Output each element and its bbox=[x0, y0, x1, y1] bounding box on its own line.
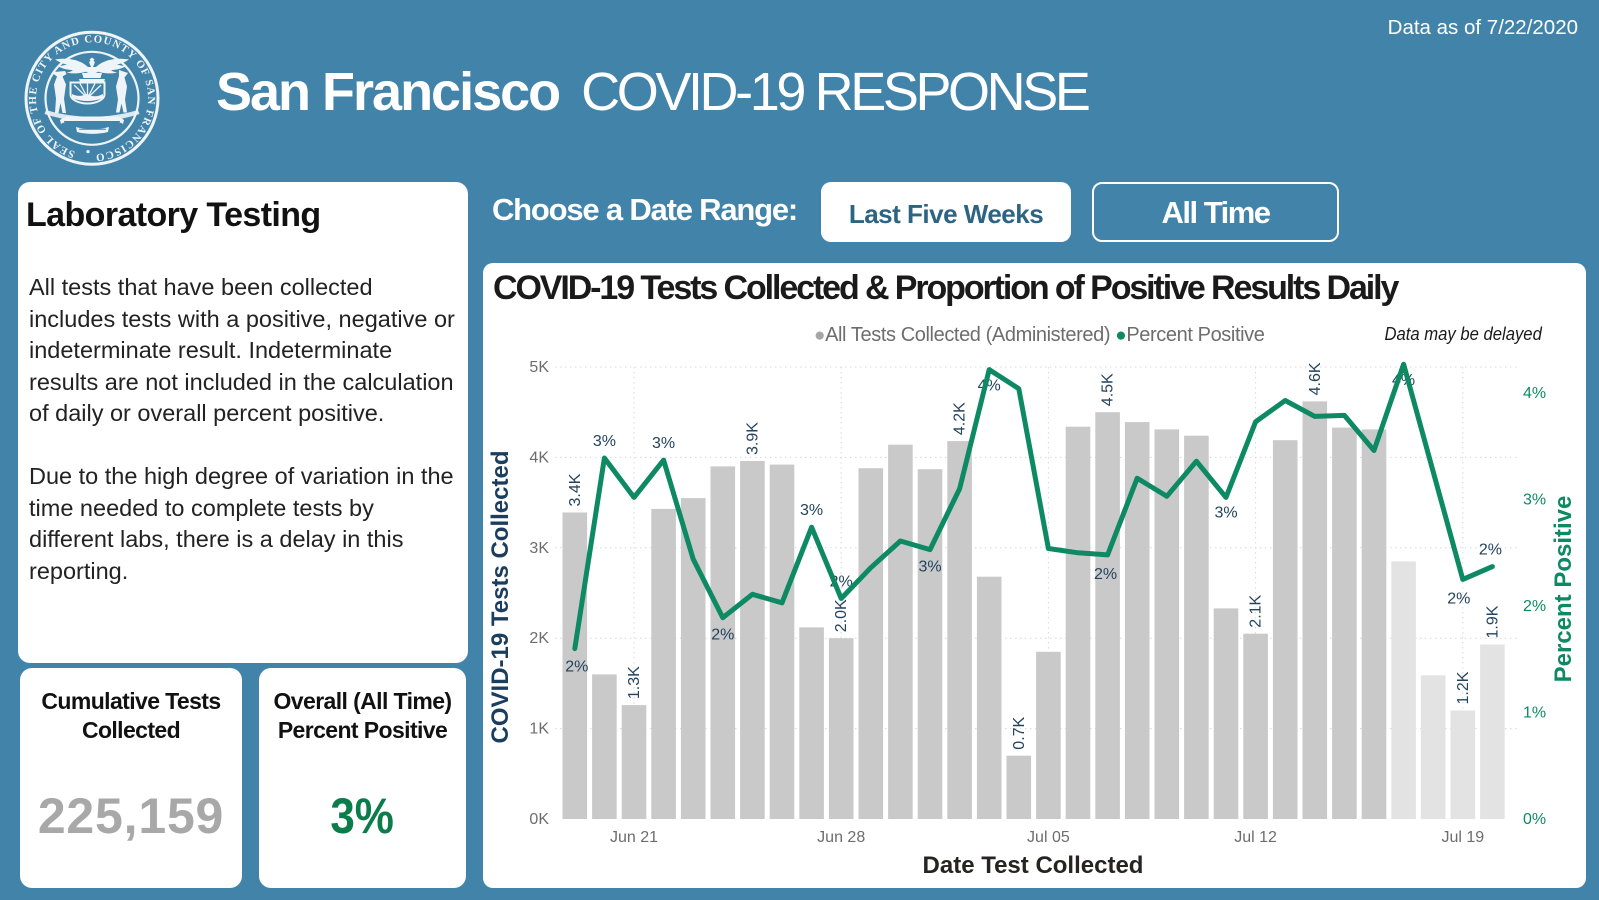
svg-text:4%: 4% bbox=[1523, 385, 1546, 402]
svg-text:3K: 3K bbox=[529, 540, 549, 557]
svg-text:3%: 3% bbox=[593, 433, 616, 450]
svg-text:1.3K: 1.3K bbox=[626, 666, 643, 699]
svg-text:3.9K: 3.9K bbox=[744, 422, 761, 455]
svg-text:1%: 1% bbox=[1523, 705, 1546, 722]
svg-text:COVID-19 Tests Collected: COVID-19 Tests Collected bbox=[487, 451, 514, 744]
svg-text:3%: 3% bbox=[652, 435, 675, 452]
svg-text:Jul 12: Jul 12 bbox=[1234, 829, 1277, 846]
svg-text:3.4K: 3.4K bbox=[567, 473, 584, 506]
svg-text:2%: 2% bbox=[1447, 590, 1470, 607]
svg-text:2%: 2% bbox=[1523, 598, 1546, 615]
svg-text:Jul 19: Jul 19 bbox=[1441, 829, 1484, 846]
svg-text:1K: 1K bbox=[529, 721, 549, 738]
svg-text:4.2K: 4.2K bbox=[952, 402, 969, 435]
svg-text:2%: 2% bbox=[565, 659, 588, 676]
svg-text:2.0K: 2.0K bbox=[833, 599, 850, 632]
svg-text:4.5K: 4.5K bbox=[1100, 373, 1117, 406]
svg-text:0K: 0K bbox=[529, 811, 549, 828]
svg-text:3%: 3% bbox=[1214, 504, 1237, 521]
svg-text:0%: 0% bbox=[1523, 811, 1546, 828]
svg-text:Percent Positive: Percent Positive bbox=[1550, 496, 1577, 683]
svg-text:2%: 2% bbox=[711, 627, 734, 644]
svg-text:2.1K: 2.1K bbox=[1248, 594, 1265, 627]
svg-text:4K: 4K bbox=[529, 449, 549, 466]
svg-text:3%: 3% bbox=[918, 559, 941, 576]
svg-text:2%: 2% bbox=[1094, 566, 1117, 583]
svg-text:1.9K: 1.9K bbox=[1484, 605, 1501, 638]
svg-text:Jun 21: Jun 21 bbox=[610, 829, 658, 846]
svg-text:2%: 2% bbox=[1479, 542, 1502, 559]
svg-text:3%: 3% bbox=[800, 502, 823, 519]
svg-text:0.7K: 0.7K bbox=[1011, 716, 1028, 749]
svg-text:Jun 28: Jun 28 bbox=[817, 829, 865, 846]
svg-text:1.2K: 1.2K bbox=[1455, 671, 1472, 704]
svg-text:4.6K: 4.6K bbox=[1307, 362, 1324, 395]
svg-text:Jul 05: Jul 05 bbox=[1027, 829, 1070, 846]
svg-text:3%: 3% bbox=[1523, 492, 1546, 509]
svg-text:2K: 2K bbox=[529, 630, 549, 647]
svg-text:5K: 5K bbox=[529, 359, 549, 376]
svg-text:Date Test Collected: Date Test Collected bbox=[923, 852, 1144, 879]
